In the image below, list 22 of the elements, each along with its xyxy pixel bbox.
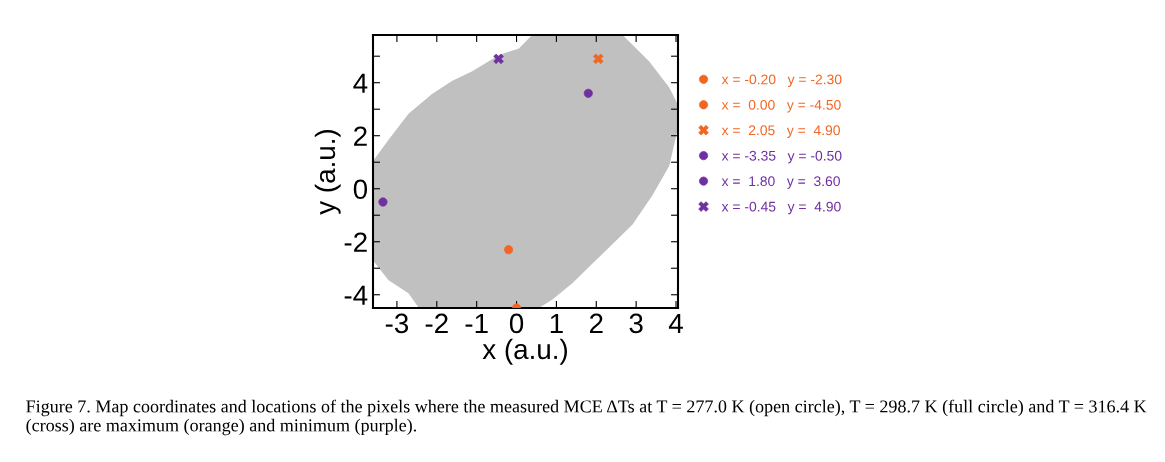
y-tick-label: -2 <box>344 232 367 252</box>
x-tick-label: 0 <box>509 313 524 334</box>
x-tick-label: -2 <box>425 313 448 333</box>
legend-label: x = 0.00 y = -4.50 <box>721 99 841 113</box>
y-tick-label: 0 <box>353 179 368 200</box>
legend-label: x = -0.20 y = -2.30 <box>721 74 842 88</box>
y-tick-label: 2 <box>354 126 367 146</box>
legend-label: x = -0.45 y = 4.90 <box>721 201 841 215</box>
y-axis-title: y (a.u.) <box>314 130 341 215</box>
legend-label: x = 1.80 y = 3.60 <box>721 176 840 189</box>
y-tick-label: -4 <box>344 285 368 305</box>
x-tick-label: -1 <box>465 313 488 333</box>
x-tick-label: 4 <box>668 313 683 333</box>
x-axis-title: x (a.u.) <box>482 338 567 365</box>
legend-label: x = -3.35 y = -0.50 <box>721 150 842 164</box>
caption: Figure 7. Map coordinates and locations of the pixels where the measured MCE ΔTs at T = 277.0 K (open circle), T = 298.7 K (full circle) and T = 316.4 K (cross) are maximum (orange) and minimum (purple). <box>26 399 1147 436</box>
x-tick-label: 2 <box>589 313 603 333</box>
x-tick-label: 1 <box>550 313 563 333</box>
x-tick-label: -3 <box>385 313 409 334</box>
legend-label: x = 2.05 y = 4.90 <box>721 125 840 138</box>
x-tick-label: 3 <box>629 313 643 334</box>
y-tick-label: 4 <box>353 73 368 93</box>
